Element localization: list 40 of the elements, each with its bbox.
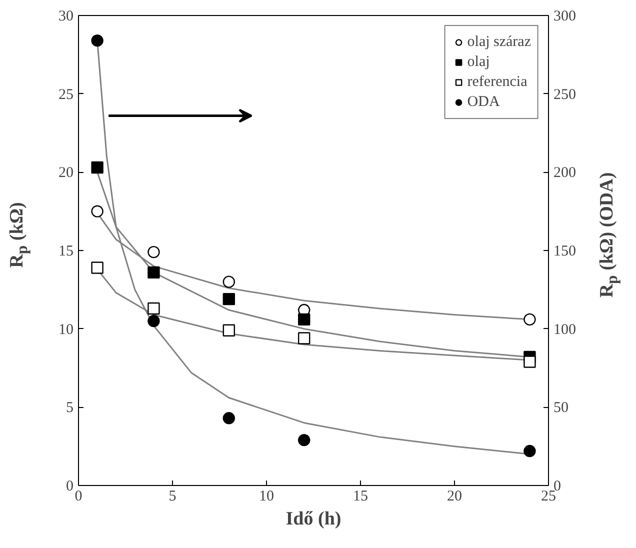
y-tick-label: 10	[58, 322, 74, 338]
point	[148, 302, 160, 315]
point	[148, 314, 160, 328]
legend-label: ODA	[467, 94, 500, 110]
point	[298, 313, 310, 326]
point	[148, 266, 160, 279]
y-tick-label: 5	[66, 400, 74, 416]
point	[91, 205, 104, 218]
y2-tick-label: 150	[554, 244, 576, 260]
y-tick-label: 20	[58, 165, 74, 182]
x-tick-label: 20	[447, 488, 462, 504]
y2-tick-label: 300	[554, 8, 576, 24]
x-tick-label: 5	[168, 488, 176, 504]
x-tick-label: 15	[353, 488, 368, 504]
legend-label: referencia	[467, 74, 528, 90]
x-axis-title: Idő (h)	[286, 508, 342, 530]
y2-tick-label: 200	[554, 165, 576, 182]
x-tick-label: 10	[259, 488, 274, 504]
point	[222, 292, 235, 306]
y-tick-label: 0	[66, 478, 74, 494]
y-tick-label: 25	[58, 86, 74, 103]
point	[524, 444, 536, 458]
point	[524, 356, 536, 368]
y-tick-label: 15	[58, 244, 74, 260]
y2-tick-label: 100	[554, 322, 576, 338]
point	[298, 434, 310, 446]
legend-label: olaj száraz	[467, 34, 531, 50]
point	[222, 412, 235, 424]
x-tick-label: 25	[541, 488, 556, 504]
legend-label: olaj	[467, 54, 490, 70]
point	[222, 324, 235, 336]
y-tick-label: 30	[58, 8, 74, 24]
point	[298, 332, 310, 344]
point	[91, 34, 104, 47]
point	[524, 313, 536, 326]
y2-tick-label: 0	[554, 478, 561, 494]
point	[91, 161, 104, 174]
y2-tick-label: 50	[554, 400, 568, 416]
point	[91, 262, 104, 274]
y2-tick-label: 250	[554, 86, 576, 103]
